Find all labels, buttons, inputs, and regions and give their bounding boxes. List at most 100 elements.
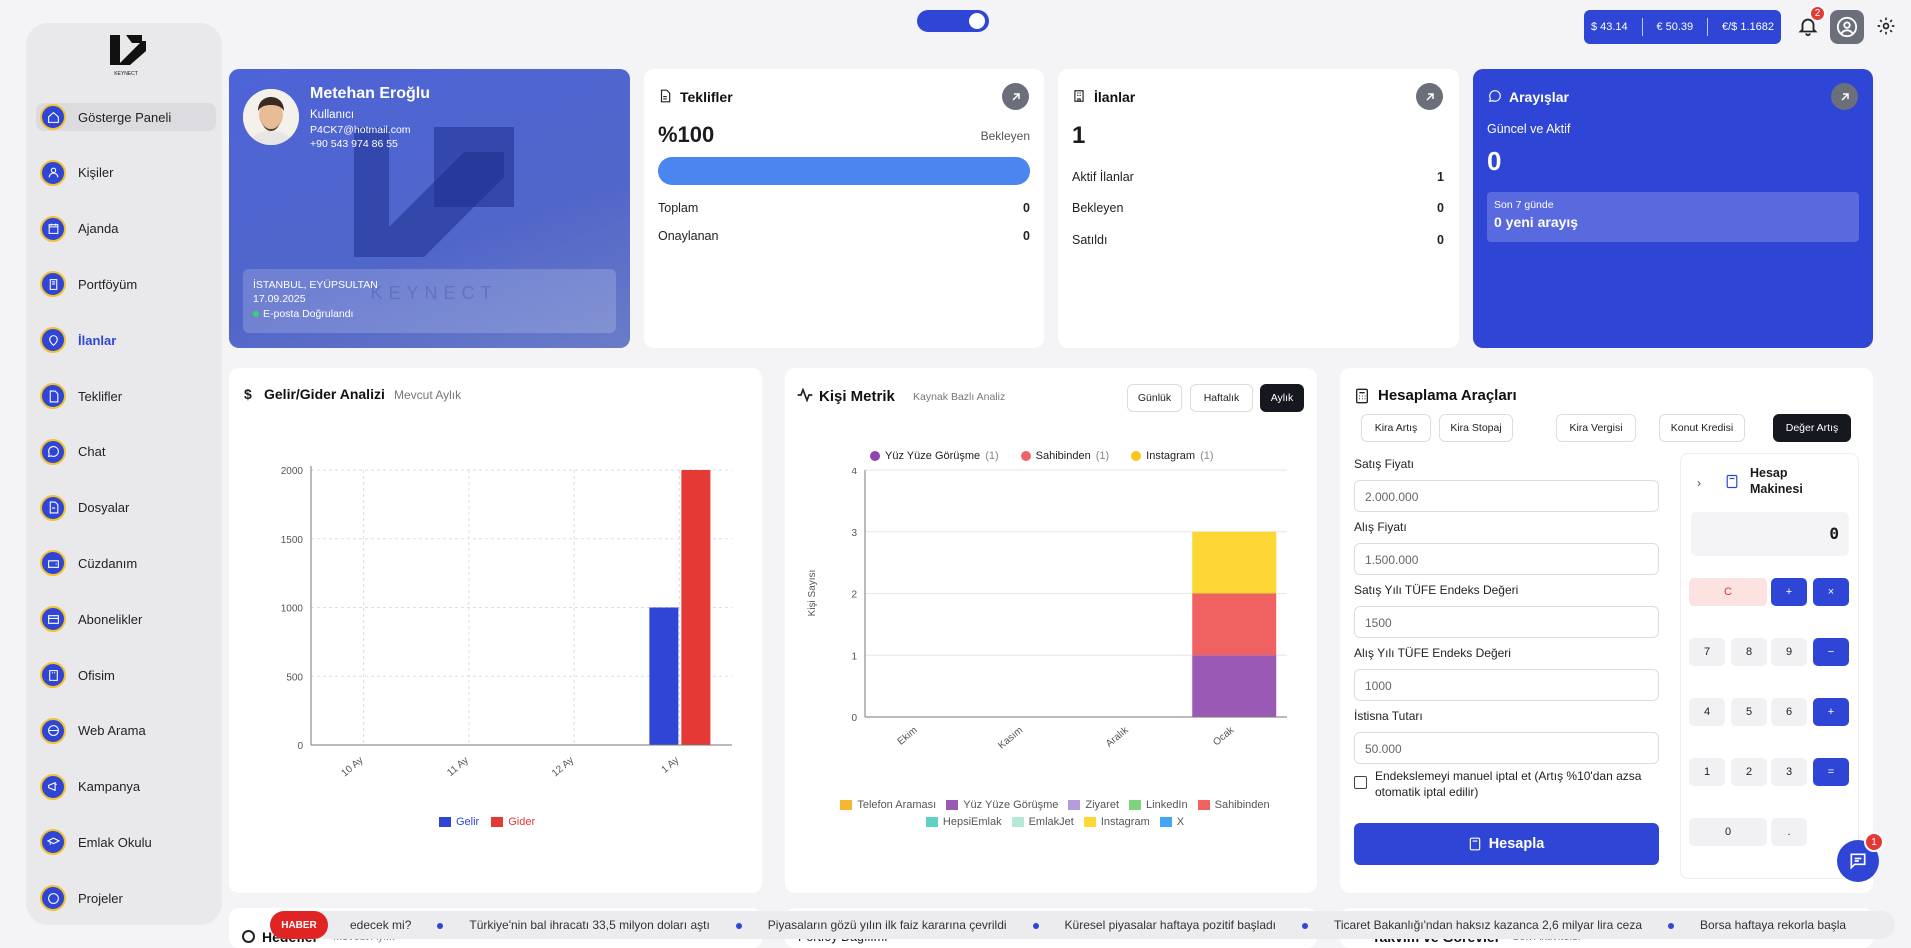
building-icon: [1074, 90, 1084, 102]
sidebar-item-portfoyum[interactable]: Portföyüm: [36, 270, 216, 298]
profile-phone: +90 543 974 86 55: [310, 138, 398, 150]
bottom-legend-item[interactable]: Telefon Araması: [840, 799, 936, 811]
tab-kira-vergisi[interactable]: Kira Vergisi: [1556, 414, 1636, 442]
ticker-dot: [1302, 923, 1308, 929]
gear-icon[interactable]: [1876, 16, 1896, 36]
kisi-metrik-card: Kişi Metrik Kaynak Bazlı Analiz Günlük H…: [785, 368, 1317, 893]
sidebar-item-ilanlar[interactable]: İlanlar: [36, 326, 216, 354]
user-menu-button[interactable]: [1830, 10, 1864, 44]
calc-key[interactable]: =: [1813, 758, 1849, 786]
hesapla-button[interactable]: Hesapla: [1354, 823, 1659, 865]
calc-key[interactable]: +: [1813, 698, 1849, 726]
sidebar-item-kisiler[interactable]: Kişiler: [36, 159, 216, 187]
calc-key[interactable]: 5: [1731, 698, 1767, 726]
tab-deger-artis[interactable]: Değer Artış: [1773, 414, 1851, 442]
message-circle-icon: [1489, 90, 1501, 102]
field-input[interactable]: 1.500.000: [1354, 543, 1659, 575]
chat-icon: [40, 438, 66, 465]
calc-key[interactable]: −: [1813, 638, 1849, 666]
theme-toggle[interactable]: [917, 10, 989, 32]
tab-aylik[interactable]: Aylık: [1260, 384, 1304, 412]
kisi-subtitle: Kaynak Bazlı Analiz: [913, 391, 1006, 403]
calc-key[interactable]: C: [1689, 578, 1767, 606]
tab-kira-artis[interactable]: Kira Artış: [1361, 414, 1431, 442]
ticker-item[interactable]: Türkiye'nin bal ihracatı 33,5 milyon dol…: [469, 918, 710, 932]
chevron-right-icon[interactable]: ›: [1697, 476, 1701, 490]
profile-location: İSTANBUL, EYÜPSULTAN: [253, 279, 378, 291]
calc-key[interactable]: 8: [1731, 638, 1767, 666]
bottom-legend-item[interactable]: EmlakJet: [1011, 816, 1074, 828]
teklifler-open-button[interactable]: [1002, 83, 1029, 110]
calc-key[interactable]: 1: [1689, 758, 1725, 786]
sidebar-item-abonelikler[interactable]: Abonelikler: [36, 605, 216, 633]
bottom-legend-item[interactable]: Sahibinden: [1197, 799, 1270, 811]
bottom-legend-item[interactable]: Yüz Yüze Görüşme: [946, 799, 1058, 811]
ticker-item[interactable]: Küresel piyasalar haftaya pozitif başlad…: [1064, 918, 1276, 932]
sidebar-item-cuzdanim[interactable]: Cüzdanım: [36, 549, 216, 577]
sidebar-item-gosterge-paneli[interactable]: Gösterge Paneli: [36, 103, 216, 131]
bar-gelir[interactable]: [649, 607, 679, 746]
bottom-legend-item[interactable]: LinkedIn: [1129, 799, 1188, 811]
calc-key[interactable]: 3: [1771, 758, 1807, 786]
field-input[interactable]: 1000: [1354, 669, 1659, 701]
field-input[interactable]: 50.000: [1354, 732, 1659, 764]
tab-gunluk[interactable]: Günlük: [1127, 384, 1182, 412]
sidebar-item-projeler[interactable]: Projeler: [36, 884, 216, 912]
calc-key[interactable]: ×: [1813, 578, 1849, 606]
sidebar-item-chat[interactable]: Chat: [36, 438, 216, 466]
top-legend-item[interactable]: Instagram (1): [1131, 450, 1214, 462]
calc-key[interactable]: 9: [1771, 638, 1807, 666]
tab-kira-stopaj[interactable]: Kira Stopaj: [1439, 414, 1513, 442]
sidebar-item-emlak-okulu[interactable]: Emlak Okulu: [36, 828, 216, 856]
calc-key[interactable]: 4: [1689, 698, 1725, 726]
ticker-item[interactable]: edecek mi?: [350, 918, 412, 932]
tab-haftalik[interactable]: Haftalık: [1190, 384, 1253, 412]
field-input[interactable]: 2.000.000: [1354, 480, 1659, 512]
bottom-legend-item[interactable]: X: [1159, 816, 1184, 828]
ilanlar-open-button[interactable]: [1416, 83, 1443, 110]
web-arama-icon: [40, 717, 66, 744]
logo-watermark: KEYNECT: [354, 127, 514, 303]
calc-key[interactable]: 6: [1771, 698, 1807, 726]
calculator-icon: [1356, 388, 1368, 404]
ticker-item[interactable]: Ticaret Bakanlığı'ndan haksız kazanca 2,…: [1334, 918, 1642, 932]
sidebar-item-ajanda[interactable]: Ajanda: [36, 215, 216, 243]
tab-konut-kredisi[interactable]: Konut Kredisi: [1659, 414, 1745, 442]
gelir-gider-chart: 0 500 1000 1500 2000 10 Ay 11 Ay 12 Ay 1 Ay: [281, 466, 732, 779]
y-tick-label: 0: [297, 741, 303, 752]
bottom-legend-item[interactable]: Instagram: [1083, 816, 1150, 828]
bar-gider[interactable]: [681, 470, 711, 745]
teklifler-progress-fill: [658, 157, 1030, 185]
ticker-item[interactable]: Piyasaların gözü yılın ilk faiz kararına…: [767, 918, 1007, 932]
calc-key[interactable]: 2: [1731, 758, 1767, 786]
chat-fab-button[interactable]: [1837, 840, 1879, 882]
calc-key[interactable]: 0: [1689, 818, 1767, 846]
haber-badge: HABER: [270, 911, 328, 939]
bell-icon[interactable]: [1797, 14, 1819, 38]
manual-cancel-checkbox[interactable]: [1354, 776, 1367, 789]
arayislar-open-button[interactable]: [1831, 83, 1858, 110]
field-input[interactable]: 1500: [1354, 606, 1659, 638]
calc-key[interactable]: +: [1771, 578, 1807, 606]
sidebar-item-teklifler[interactable]: Teklifler: [36, 382, 216, 410]
bottom-legend-item[interactable]: Ziyaret: [1068, 799, 1119, 811]
top-legend-item[interactable]: Sahibinden (1): [1020, 450, 1109, 462]
top-legend-item[interactable]: Yüz Yüze Görüşme (1): [870, 450, 999, 462]
profile-date: 17.09.2025: [253, 293, 306, 305]
calc-key[interactable]: 7: [1689, 638, 1725, 666]
stacked-bar-segment[interactable]: [1192, 531, 1277, 594]
ticker-item[interactable]: Borsa haftaya rekorla başla: [1700, 918, 1847, 932]
news-ticker: edecek mi? Türkiye'nin bal ihracatı 33,5 …: [270, 911, 1895, 939]
sidebar-item-kampanya[interactable]: Kampanya: [36, 773, 216, 801]
sidebar-item-ofisim[interactable]: Ofisim: [36, 661, 216, 689]
bottom-legend-item[interactable]: HepsiEmlak: [925, 816, 1002, 828]
portfoyum-icon: [40, 271, 66, 298]
stacked-bar-segment[interactable]: [1192, 593, 1277, 656]
sidebar-item-dosyalar[interactable]: Dosyalar: [36, 494, 216, 522]
avatar[interactable]: [243, 89, 299, 145]
calc-key[interactable]: .: [1771, 818, 1807, 846]
stacked-bar-segment[interactable]: [1192, 655, 1277, 717]
kisiler-icon: [40, 159, 66, 186]
sidebar-item-web-arama[interactable]: Web Arama: [36, 717, 216, 745]
teklifler-row-onaylanan: Onaylanan 0: [658, 229, 1030, 243]
